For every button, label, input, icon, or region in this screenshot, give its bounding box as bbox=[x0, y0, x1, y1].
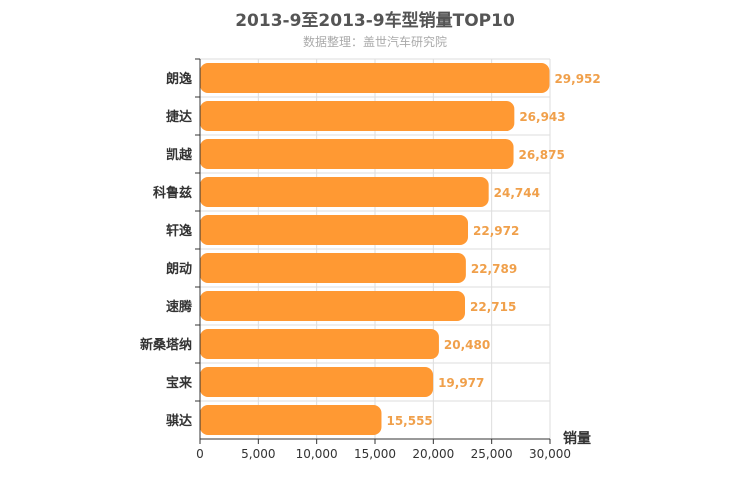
category-label: 骐达 bbox=[166, 413, 192, 429]
bar bbox=[200, 405, 382, 435]
chart-subtitle: 数据整理：盖世汽车研究院 bbox=[302, 35, 447, 49]
category-label: 凯越 bbox=[166, 147, 193, 163]
category-label: 科鲁兹 bbox=[153, 185, 192, 201]
bar bbox=[200, 253, 466, 283]
value-axis-title: 销量 bbox=[563, 430, 591, 447]
value-label: 20,480 bbox=[444, 338, 490, 352]
value-label: 24,744 bbox=[494, 186, 540, 200]
category-label: 速腾 bbox=[166, 299, 193, 315]
value-label: 22,789 bbox=[471, 262, 517, 276]
bar bbox=[200, 291, 466, 321]
x-tick-label: 5,000 bbox=[241, 447, 275, 461]
axes: 0 5,000 10,000 15,000 20,000 25,000 30,000 朗逸 29… bbox=[140, 58, 601, 461]
value-label: 26,875 bbox=[519, 148, 565, 162]
value-label: 22,972 bbox=[473, 224, 519, 238]
category-label: 朗动 bbox=[166, 261, 192, 277]
bar bbox=[200, 101, 515, 131]
bars bbox=[200, 63, 550, 435]
bar bbox=[200, 215, 469, 245]
bar bbox=[200, 329, 439, 359]
x-tick-label: 10,000 bbox=[296, 447, 338, 461]
bar bbox=[200, 63, 550, 93]
bar bbox=[200, 139, 514, 169]
x-tick-label: 30,000 bbox=[529, 447, 571, 461]
value-label: 19,977 bbox=[438, 376, 484, 390]
category-label: 宝来 bbox=[166, 375, 193, 391]
bar bbox=[200, 367, 434, 397]
x-tick-label: 0 bbox=[196, 447, 204, 461]
value-label: 29,952 bbox=[554, 72, 600, 86]
category-label: 轩逸 bbox=[166, 223, 192, 239]
x-tick-label: 25,000 bbox=[471, 447, 513, 461]
chart-title: 2013-9至2013-9车型销量TOP10 bbox=[235, 11, 515, 31]
category-label: 新桑塔纳 bbox=[140, 337, 192, 353]
x-tick-label: 15,000 bbox=[354, 447, 396, 461]
value-label: 22,715 bbox=[470, 300, 516, 314]
category-label: 朗逸 bbox=[166, 71, 192, 87]
value-label: 15,555 bbox=[386, 414, 432, 428]
category-label: 捷达 bbox=[166, 109, 192, 125]
value-label: 26,943 bbox=[519, 110, 565, 124]
x-tick-label: 20,000 bbox=[412, 447, 454, 461]
bar bbox=[200, 177, 489, 207]
